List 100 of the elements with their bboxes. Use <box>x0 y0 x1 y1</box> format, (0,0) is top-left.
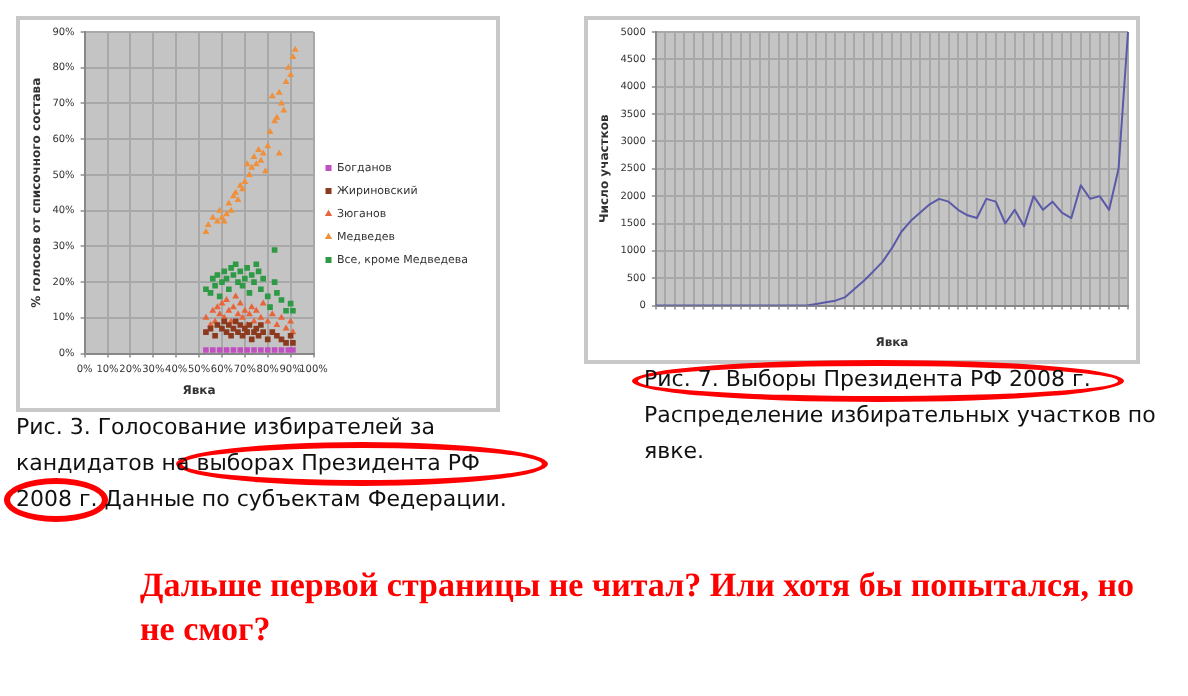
point <box>244 347 250 353</box>
text: Дальше первой страницы не читал? Или хотя бы попытался, но не смог? <box>140 564 1137 652</box>
point <box>260 275 266 282</box>
point <box>264 293 271 300</box>
point <box>287 70 295 77</box>
point <box>228 265 234 271</box>
point <box>244 265 250 271</box>
point <box>241 306 249 313</box>
point <box>229 303 237 310</box>
point <box>241 178 249 185</box>
point <box>223 347 230 353</box>
point <box>283 307 289 314</box>
point <box>212 282 218 289</box>
point <box>203 329 209 335</box>
point <box>221 268 228 275</box>
point <box>258 286 264 293</box>
point <box>275 88 283 95</box>
point <box>234 195 242 202</box>
point <box>264 336 271 343</box>
point <box>225 306 233 313</box>
point <box>269 329 276 335</box>
point <box>251 347 257 353</box>
point <box>273 321 281 328</box>
point <box>204 220 212 227</box>
point <box>202 313 210 320</box>
point <box>225 199 233 206</box>
point <box>253 261 260 268</box>
point <box>246 290 253 296</box>
point <box>283 340 289 346</box>
point <box>237 322 244 328</box>
point <box>242 275 248 282</box>
point <box>282 324 290 331</box>
point <box>237 347 244 353</box>
point <box>284 63 292 70</box>
point <box>218 299 226 306</box>
point <box>209 306 217 313</box>
point <box>290 307 296 314</box>
point <box>257 313 265 320</box>
point <box>235 329 241 335</box>
point <box>239 185 247 192</box>
point <box>245 170 253 177</box>
point <box>212 332 218 339</box>
point <box>216 347 223 353</box>
point <box>259 299 267 306</box>
point <box>213 303 221 310</box>
point <box>202 228 210 235</box>
point <box>291 45 299 52</box>
point <box>203 347 209 353</box>
point <box>227 206 235 213</box>
point <box>248 272 255 278</box>
point <box>203 286 209 293</box>
point <box>282 78 290 85</box>
point <box>274 332 280 339</box>
point <box>228 332 234 339</box>
point <box>267 304 273 310</box>
point <box>264 142 272 149</box>
point <box>261 167 269 174</box>
point <box>258 347 264 353</box>
point <box>243 160 251 167</box>
point <box>230 347 237 353</box>
point <box>266 128 274 135</box>
point <box>278 347 285 353</box>
point <box>271 347 278 353</box>
point <box>232 261 239 268</box>
point <box>252 306 260 313</box>
point <box>214 272 221 278</box>
point <box>237 268 244 275</box>
point <box>271 279 278 285</box>
point <box>209 347 216 353</box>
point <box>219 279 225 285</box>
point <box>248 336 255 343</box>
point <box>264 347 271 353</box>
point <box>289 53 297 60</box>
point <box>239 282 246 289</box>
point <box>250 153 258 160</box>
point <box>226 322 232 328</box>
point <box>290 340 296 346</box>
point <box>245 310 253 317</box>
point <box>274 290 280 296</box>
point <box>268 310 276 317</box>
point <box>239 313 247 320</box>
point <box>278 297 285 303</box>
point <box>271 247 278 253</box>
point <box>248 303 256 310</box>
point <box>280 106 288 113</box>
point <box>223 210 230 217</box>
point <box>207 290 214 296</box>
point <box>268 92 276 99</box>
point <box>236 299 244 306</box>
point <box>235 279 241 285</box>
point <box>223 296 230 302</box>
point <box>260 329 266 335</box>
point <box>258 322 264 328</box>
point <box>251 279 257 285</box>
point <box>278 313 285 320</box>
point <box>257 156 265 163</box>
point <box>226 286 232 293</box>
point <box>216 206 224 213</box>
point <box>290 347 296 353</box>
point <box>230 272 237 278</box>
